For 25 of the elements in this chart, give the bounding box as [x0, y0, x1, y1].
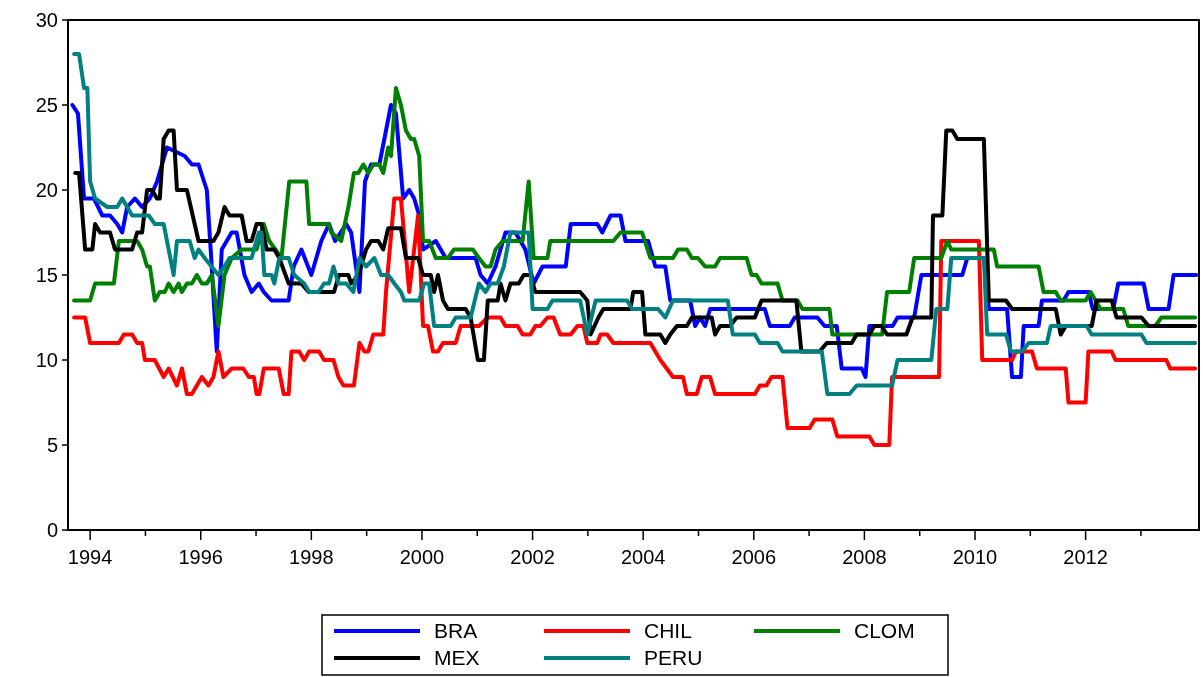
- y-tick-label: 25: [35, 94, 58, 116]
- line-series: [72, 52, 1198, 396]
- y-tick-label: 0: [46, 519, 58, 541]
- x-tick-label: 2008: [842, 546, 887, 568]
- x-tick-label: 1996: [178, 546, 223, 568]
- y-tick-label: 5: [46, 434, 58, 456]
- x-tick-label: 2012: [1063, 546, 1108, 568]
- x-tick-label: 1998: [289, 546, 334, 568]
- x-tick-label: 2010: [952, 546, 998, 568]
- y-tick-label: 20: [35, 179, 58, 201]
- legend-label: CLOM: [854, 619, 915, 643]
- y-tick-label: 10: [35, 349, 58, 371]
- legend-label: MEX: [434, 646, 480, 670]
- x-tick-label: 2004: [620, 546, 666, 568]
- line-series: [72, 196, 1198, 447]
- y-tick-label: 30: [35, 9, 58, 31]
- legend-label: CHIL: [644, 619, 692, 643]
- legend-label: BRA: [434, 619, 478, 643]
- legend-label: PERU: [644, 646, 703, 670]
- line-series: [72, 86, 1198, 337]
- x-tick-label: 2000: [399, 546, 445, 568]
- x-tick-label: 1994: [67, 546, 113, 568]
- x-tick-label: 2002: [510, 546, 555, 568]
- x-tick-label: 2006: [731, 546, 777, 568]
- y-tick-label: 15: [35, 264, 58, 286]
